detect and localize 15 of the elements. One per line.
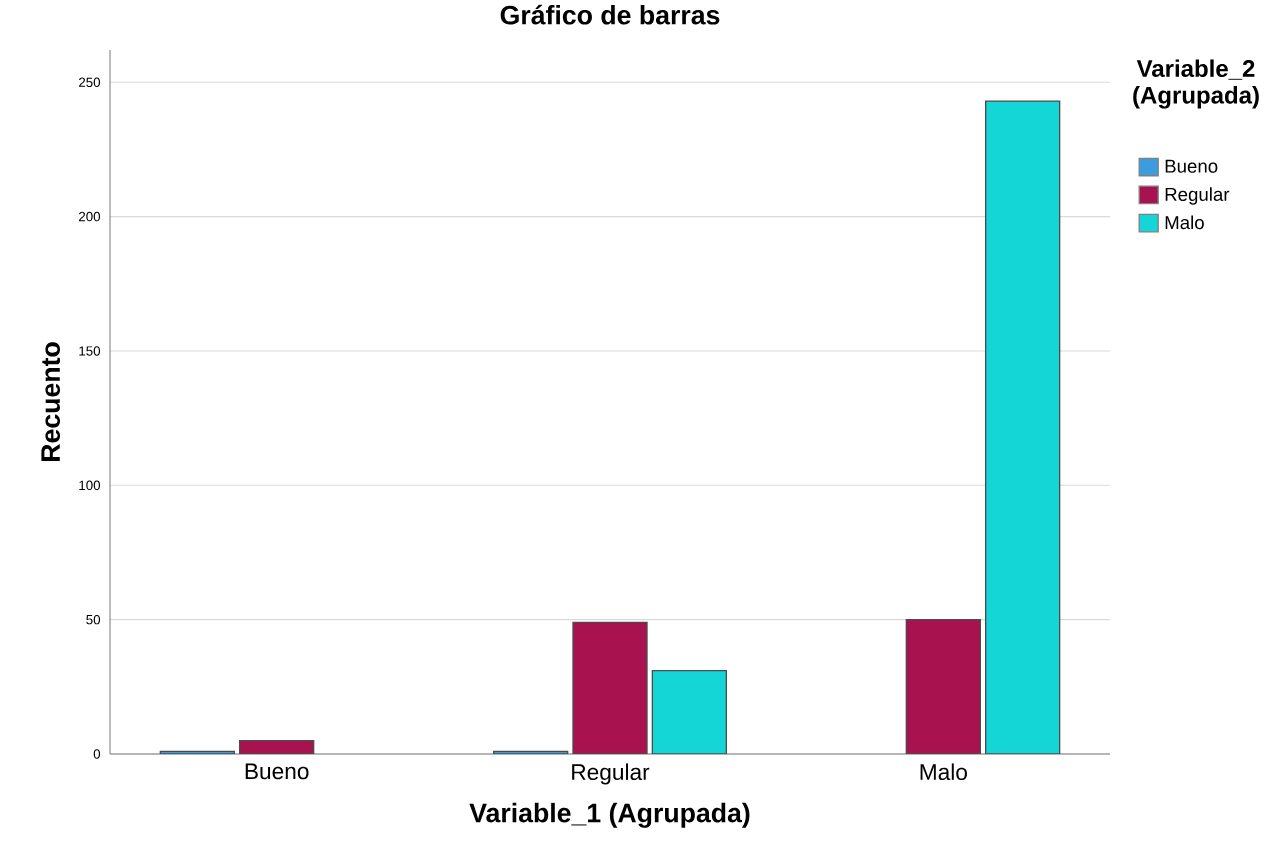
legend-label: Regular: [1165, 187, 1230, 205]
chart-title: Gráfico de barras: [500, 4, 720, 25]
bar: [985, 100, 1061, 754]
legend-title: Variable_2 (Agrupada): [1133, 59, 1259, 109]
bar: [239, 739, 315, 754]
legend-label: Malo: [1165, 215, 1204, 230]
x-tick-label: Bueno: [245, 763, 309, 780]
bar: [905, 618, 981, 754]
x-axis-title: Variable_1 (Agrupada): [469, 802, 750, 828]
y-axis-title: Recuento: [41, 342, 61, 461]
legend-label: Bueno: [1165, 159, 1218, 173]
x-tick-label: Regular: [572, 763, 650, 785]
bar: [572, 621, 648, 754]
bar: [651, 670, 728, 754]
x-tick-label: Malo: [920, 763, 967, 781]
